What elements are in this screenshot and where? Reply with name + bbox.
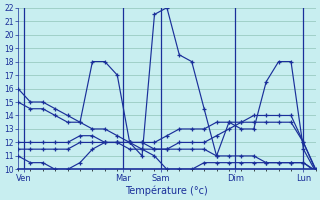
X-axis label: Température (°c): Température (°c)	[125, 185, 208, 196]
